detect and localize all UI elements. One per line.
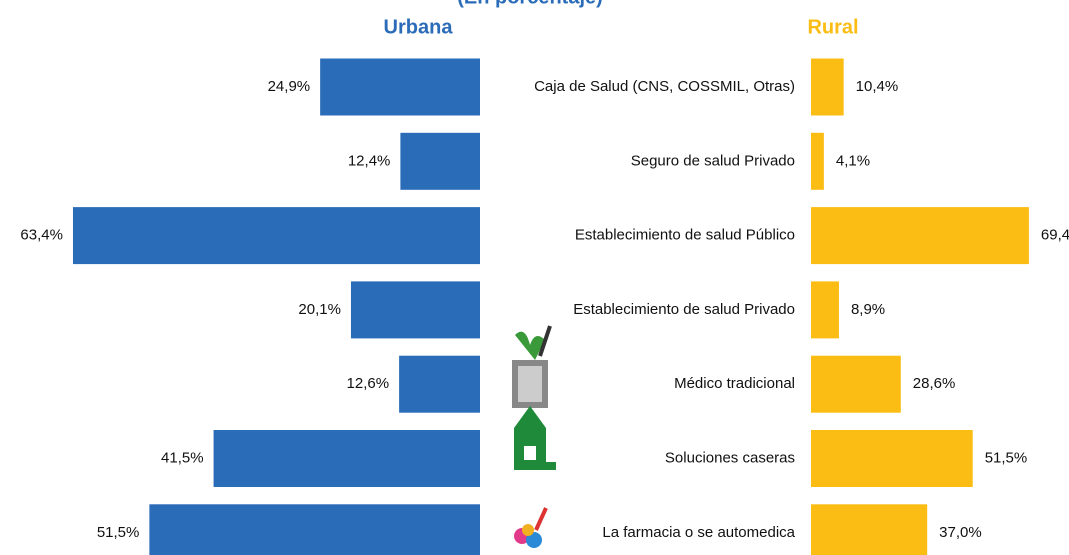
value-label: 8,9% [851, 301, 885, 318]
value-label: 12,4% [348, 152, 391, 169]
icon-house [514, 406, 556, 470]
category-label: Seguro de salud Privado [631, 152, 795, 169]
value-label: 10,4% [856, 78, 899, 95]
value-label: 24,9% [268, 78, 311, 95]
icon-mortar [512, 325, 552, 408]
bar-rural [811, 504, 928, 555]
category-label: Soluciones caseras [665, 449, 795, 466]
legend-urbana: Urbana [384, 16, 454, 38]
category-label: La farmacia o se automedica [602, 524, 795, 541]
bar-urbana [149, 504, 480, 555]
value-label: 51,5% [97, 524, 140, 541]
bar-urbana [72, 207, 481, 265]
category-label: Establecimiento de salud Privado [573, 301, 795, 318]
chart-title: (En porcentaje) [457, 0, 603, 8]
value-label: 69,4% [1041, 227, 1069, 244]
bar-rural [811, 58, 844, 116]
bar-rural [811, 355, 901, 413]
bar-rural [811, 207, 1029, 265]
value-label: 41,5% [161, 449, 204, 466]
bar-rural [811, 281, 839, 339]
value-label: 37,0% [939, 524, 982, 541]
value-label: 20,1% [298, 301, 341, 318]
bar-urbana [350, 281, 480, 339]
bar-rural [811, 132, 824, 190]
category-label: Caja de Salud (CNS, COSSMIL, Otras) [534, 78, 795, 95]
bar-urbana [320, 58, 480, 116]
bar-urbana [213, 430, 480, 487]
legend-rural: Rural [807, 16, 858, 38]
icon-pills [514, 507, 548, 548]
bar-urbana [400, 132, 480, 190]
value-label: 51,5% [985, 449, 1028, 466]
category-label: Establecimiento de salud Público [575, 227, 795, 244]
category-label: Médico tradicional [674, 375, 795, 392]
value-label: 12,6% [347, 375, 390, 392]
value-label: 28,6% [913, 375, 956, 392]
value-label: 4,1% [836, 152, 870, 169]
bar-rural [811, 430, 973, 487]
value-label: 63,4% [20, 227, 63, 244]
bar-urbana [399, 355, 480, 413]
